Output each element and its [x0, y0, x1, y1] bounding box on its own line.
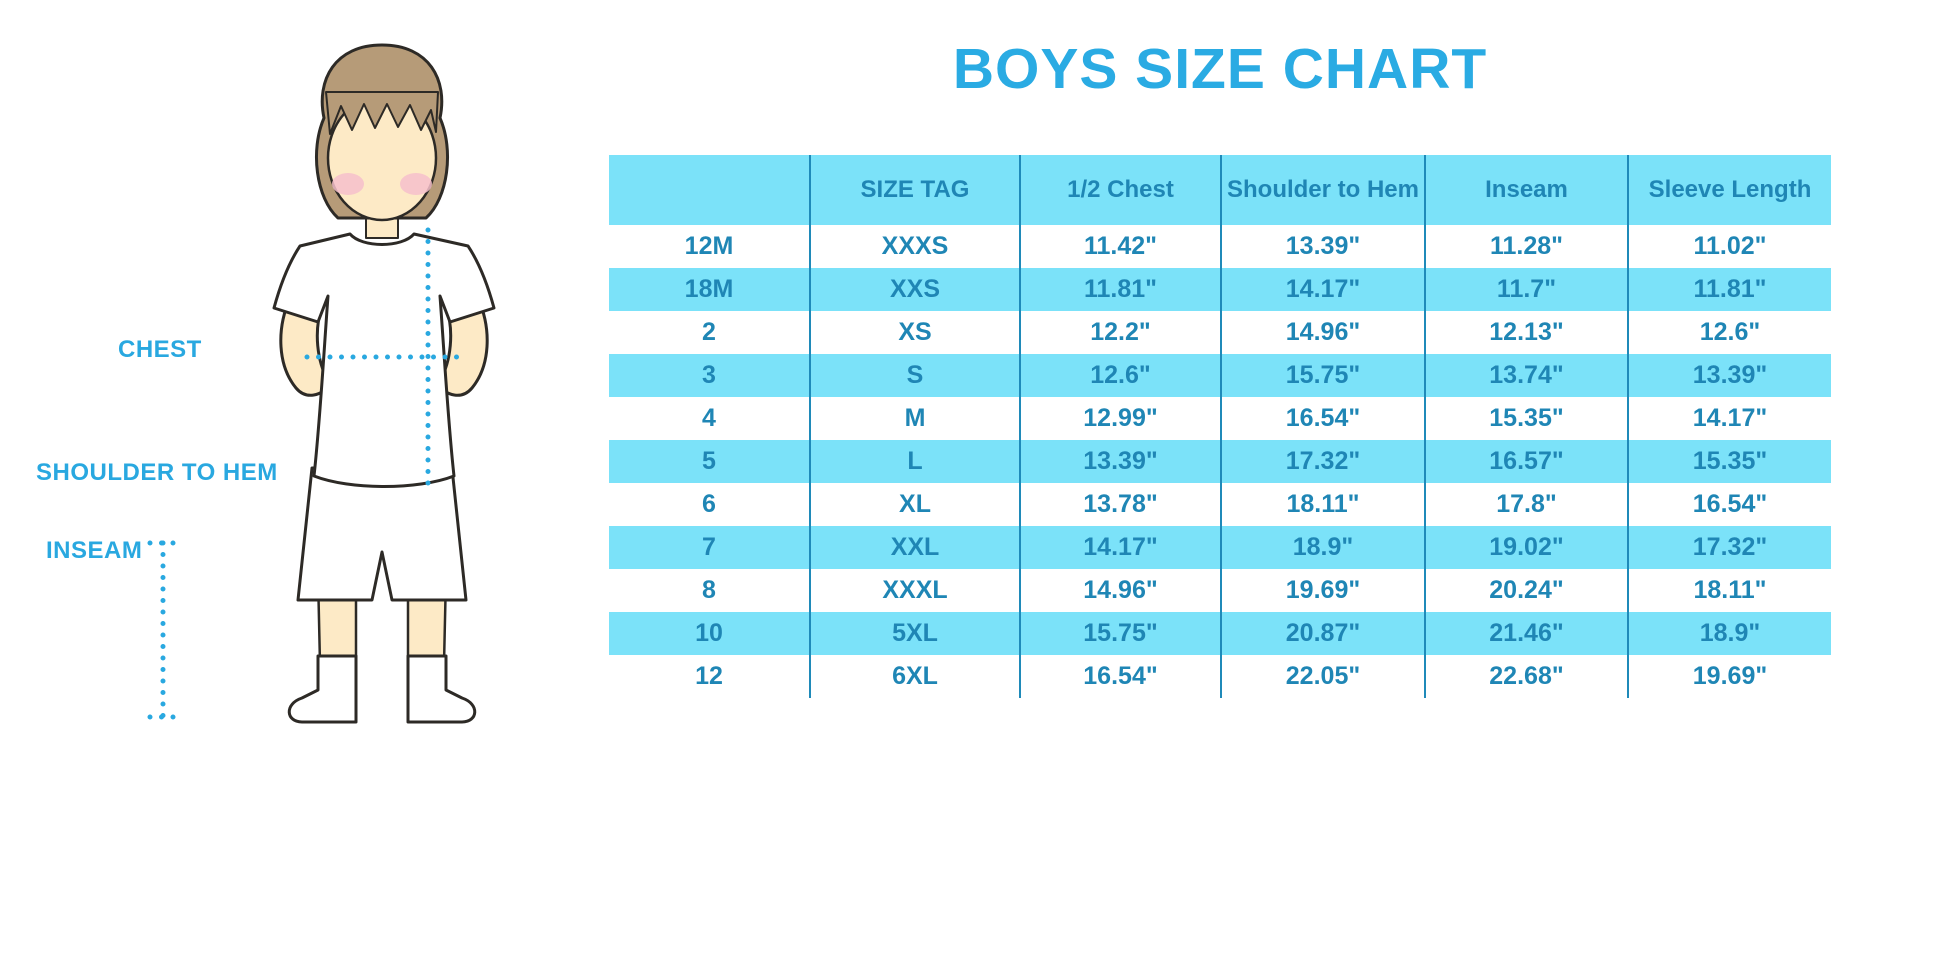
table-row: 12M XXXS 11.42" 13.39" 11.28" 11.02": [609, 225, 1831, 268]
cell-half-chest: 14.96": [1019, 569, 1221, 612]
cell-size-tag: L: [809, 440, 1020, 483]
cell-size: 6: [702, 490, 716, 518]
column-header-inseam: Inseam: [1424, 155, 1628, 225]
cell-inseam: 19.02": [1424, 526, 1628, 569]
boy-tshirt: [272, 232, 496, 488]
cell-half-chest: 13.39": [1019, 440, 1221, 483]
table-row: 2 XS 12.2" 14.96" 12.13" 12.6": [609, 311, 1831, 354]
cell-sleeve-length: 16.54": [1627, 483, 1831, 526]
cell-sleeve-length: 12.6": [1627, 311, 1831, 354]
column-header-size-tag: SIZE TAG: [809, 155, 1020, 225]
cell-half-chest: 15.75": [1019, 612, 1221, 655]
cell-shoulder-to-hem: 16.54": [1220, 397, 1425, 440]
cell-half-chest: 13.78": [1019, 483, 1221, 526]
size-chart-table: SIZE TAG 1/2 Chest Shoulder to Hem Insea…: [609, 155, 1831, 698]
boy-shorts: [296, 466, 468, 602]
cell-size: 7: [609, 526, 810, 569]
cell-shoulder-to-hem: 14.17": [1220, 268, 1425, 311]
cell-sleeve-length: 11.81": [1627, 268, 1831, 311]
shoulder-to-hem-label: SHOULDER TO HEM: [36, 459, 278, 486]
cell-half-chest: 14.17": [1019, 526, 1221, 569]
cell-size-tag: S: [809, 354, 1020, 397]
table-row: 18M XXS 11.81" 14.17" 11.7" 11.81": [609, 268, 1831, 311]
cell-inseam: 13.74": [1424, 354, 1628, 397]
cell-half-chest: 16.54": [1019, 655, 1221, 698]
table-row: 5 L 13.39" 17.32" 16.57" 15.35": [609, 440, 1831, 483]
cell-sleeve-length: 15.35": [1627, 440, 1831, 483]
cell-size: 12: [695, 662, 723, 690]
cell-shoulder-to-hem: 17.32": [1220, 440, 1425, 483]
cell-size-tag: XXS: [809, 268, 1020, 311]
cell-sleeve-length: 14.17": [1627, 397, 1831, 440]
cell-size: 3: [609, 354, 810, 397]
cell-size-tag: 5XL: [809, 612, 1020, 655]
cell-size-tag: XL: [809, 483, 1020, 526]
page-title: BOYS SIZE CHART: [952, 37, 1488, 101]
cell-shoulder-to-hem: 20.87": [1220, 612, 1425, 655]
cell-size-tag: XXXL: [809, 569, 1020, 612]
cell-size: 12M: [684, 232, 734, 260]
boy-left-sock: [287, 654, 358, 724]
chest-label: CHEST: [118, 336, 202, 363]
cell-shoulder-to-hem: 15.75": [1220, 354, 1425, 397]
cell-sleeve-length: 13.39": [1627, 354, 1831, 397]
cell-half-chest: 11.81": [1019, 268, 1221, 311]
cell-size: 2: [702, 318, 716, 346]
column-header-half-chest: 1/2 Chest: [1019, 155, 1221, 225]
cell-inseam: 16.57": [1424, 440, 1628, 483]
table-header-row: SIZE TAG 1/2 Chest Shoulder to Hem Insea…: [609, 155, 1831, 225]
cell-sleeve-length: 18.9": [1627, 612, 1831, 655]
column-header-shoulder-to-hem: Shoulder to Hem: [1220, 155, 1425, 225]
cell-inseam: 11.28": [1424, 225, 1628, 268]
cell-inseam: 12.13": [1424, 311, 1628, 354]
cell-size-tag: XXXS: [809, 225, 1020, 268]
cell-sleeve-length: 18.11": [1627, 569, 1831, 612]
column-header-sleeve-length: Sleeve Length: [1627, 155, 1831, 225]
cell-shoulder-to-hem: 14.96": [1220, 311, 1425, 354]
cell-shoulder-to-hem: 22.05": [1220, 655, 1425, 698]
boy-right-cheek-blush: [400, 173, 432, 195]
inseam-label: INSEAM: [46, 537, 143, 564]
table-row: 6 XL 13.78" 18.11" 17.8" 16.54": [609, 483, 1831, 526]
cell-size-tag: 6XL: [809, 655, 1020, 698]
cell-half-chest: 11.42": [1019, 225, 1221, 268]
cell-sleeve-length: 11.02": [1627, 225, 1831, 268]
cell-size-tag: XS: [809, 311, 1020, 354]
table-row: 12 6XL 16.54" 22.05" 22.68" 19.69": [609, 655, 1831, 698]
cell-sleeve-length: 17.32": [1627, 526, 1831, 569]
table-row: 4 M 12.99" 16.54" 15.35" 14.17": [609, 397, 1831, 440]
cell-size-tag: M: [809, 397, 1020, 440]
cell-inseam: 15.35": [1424, 397, 1628, 440]
boy-right-sock: [406, 654, 477, 724]
table-row: 10 5XL 15.75" 20.87" 21.46" 18.9": [609, 612, 1831, 655]
cell-size: 5: [609, 440, 810, 483]
column-header-size: [609, 155, 810, 225]
cell-half-chest: 12.6": [1019, 354, 1221, 397]
table-row: 8 XXXL 14.96" 19.69" 20.24" 18.11": [609, 569, 1831, 612]
cell-inseam: 11.7": [1424, 268, 1628, 311]
cell-size: 4: [702, 404, 716, 432]
cell-shoulder-to-hem: 19.69": [1220, 569, 1425, 612]
cell-size: 8: [702, 576, 716, 604]
cell-sleeve-length: 19.69": [1627, 655, 1831, 698]
boy-hair-fringe: [325, 91, 439, 135]
cell-inseam: 20.24": [1424, 569, 1628, 612]
cell-size-tag: XXL: [809, 526, 1020, 569]
boy-figure-illustration: [147, 43, 496, 724]
cell-size: 18M: [609, 268, 810, 311]
cell-size: 10: [609, 612, 810, 655]
boy-left-cheek-blush: [332, 173, 364, 195]
cell-inseam: 22.68": [1424, 655, 1628, 698]
cell-inseam: 21.46": [1424, 612, 1628, 655]
cell-shoulder-to-hem: 18.9": [1220, 526, 1425, 569]
cell-shoulder-to-hem: 18.11": [1220, 483, 1425, 526]
cell-half-chest: 12.2": [1019, 311, 1221, 354]
cell-shoulder-to-hem: 13.39": [1220, 225, 1425, 268]
cell-half-chest: 12.99": [1019, 397, 1221, 440]
table-row: 7 XXL 14.17" 18.9" 19.02" 17.32": [609, 526, 1831, 569]
table-row: 3 S 12.6" 15.75" 13.74" 13.39": [609, 354, 1831, 397]
cell-inseam: 17.8": [1424, 483, 1628, 526]
